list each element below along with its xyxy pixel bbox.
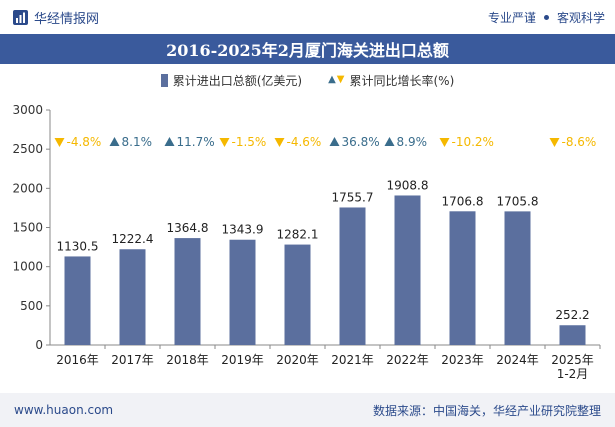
growth-down-triangle-icon: [549, 138, 560, 147]
growth-label: 36.8%: [342, 135, 380, 149]
bar-data-label: 1755.7: [332, 190, 374, 204]
bar-data-label: 1222.4: [112, 232, 154, 246]
x-tick-label: 2025年: [551, 353, 594, 367]
header-tags: 专业严谨 客观科学: [488, 9, 605, 26]
bar: [174, 238, 201, 345]
y-tick-label: 2500: [12, 142, 43, 156]
brand-logo-icon: [13, 9, 28, 25]
growth-label: -8.6%: [562, 135, 597, 149]
x-tick-label: 2019年: [221, 353, 264, 367]
bar: [394, 195, 421, 345]
top-bar: 华经情报网 专业严谨 客观科学: [0, 0, 615, 34]
growth-down-triangle-icon: [219, 138, 230, 147]
tag-separator-dot: [543, 14, 549, 20]
bar-data-label: 1282.1: [277, 228, 319, 242]
y-tick-label: 3000: [12, 103, 43, 117]
y-tick-label: 1000: [12, 260, 43, 274]
bar-data-label: 1364.8: [167, 221, 209, 235]
bar: [229, 239, 256, 345]
bar-data-label: 1343.9: [222, 223, 264, 237]
growth-up-triangle-icon: [164, 137, 175, 146]
chart-legend: 累计进出口总额(亿美元) ▲ ▼ 累计同比增长率(%): [0, 70, 615, 90]
bar-data-label: 1705.8: [497, 194, 539, 208]
growth-label: -4.6%: [287, 135, 322, 149]
bar: [284, 244, 311, 345]
x-tick-label: 2021年: [331, 353, 374, 367]
footer-bar: www.huaon.com 数据来源：中国海关，华经产业研究院整理: [0, 393, 615, 427]
growth-down-triangle-icon: [54, 138, 65, 147]
bar-data-label: 252.2: [555, 308, 589, 322]
x-tick-label: 2022年: [386, 353, 429, 367]
x-tick-label: 2020年: [276, 353, 319, 367]
y-tick-label: 1500: [12, 221, 43, 235]
y-tick-label: 2000: [12, 181, 43, 195]
legend-bar-swatch: [160, 73, 168, 87]
growth-up-triangle-icon: [384, 137, 395, 146]
legend-bar-label: 累计进出口总额(亿美元): [172, 73, 303, 88]
footer-source: 数据来源：中国海关，华经产业研究院整理: [372, 403, 601, 418]
growth-down-triangle-icon: [439, 138, 450, 147]
bar: [559, 325, 586, 345]
x-tick-label: 2024年: [496, 353, 539, 367]
footer-website[interactable]: www.huaon.com: [14, 403, 114, 417]
legend-growth-label: 累计同比增长率(%): [349, 73, 455, 88]
chart-title-bar: 2016-2025年2月厦门海关进出口总额: [0, 34, 615, 64]
growth-label: -4.8%: [67, 135, 102, 149]
bar-data-label: 1130.5: [57, 239, 99, 253]
growth-up-triangle-icon: [109, 137, 120, 146]
x-tick-label: 1-2月: [557, 367, 589, 381]
legend-item-growth: ▲ ▼ 累计同比增长率(%): [328, 72, 454, 89]
y-tick-label: 0: [35, 338, 43, 352]
growth-label: 11.7%: [177, 135, 215, 149]
growth-label: -10.2%: [452, 135, 494, 149]
legend-item-bar: 累计进出口总额(亿美元): [160, 72, 303, 89]
x-tick-label: 2016年: [56, 353, 99, 367]
x-tick-label: 2018年: [166, 353, 209, 367]
x-tick-label: 2017年: [111, 353, 154, 367]
bar: [339, 207, 366, 345]
growth-label: 8.1%: [122, 135, 153, 149]
tag-professional: 专业严谨: [487, 10, 536, 25]
bar: [64, 256, 91, 345]
brand-name: 华经情报网: [34, 11, 100, 27]
legend-growth-triangles-icon: ▲ ▼: [328, 74, 345, 85]
growth-label: 8.9%: [397, 135, 428, 149]
bar-data-label: 1908.8: [387, 178, 429, 192]
bar: [504, 211, 531, 345]
bar-data-label: 1706.8: [442, 194, 484, 208]
bar: [449, 211, 476, 345]
brand[interactable]: 华经情报网: [12, 8, 99, 27]
tag-objective: 客观科学: [556, 10, 605, 25]
growth-label: -1.5%: [232, 135, 267, 149]
growth-up-triangle-icon: [329, 137, 340, 146]
bar: [119, 249, 146, 345]
growth-down-triangle-icon: [274, 138, 285, 147]
y-tick-label: 500: [20, 299, 43, 313]
chart-title: 2016-2025年2月厦门海关进出口总额: [166, 41, 449, 60]
x-tick-label: 2023年: [441, 353, 484, 367]
